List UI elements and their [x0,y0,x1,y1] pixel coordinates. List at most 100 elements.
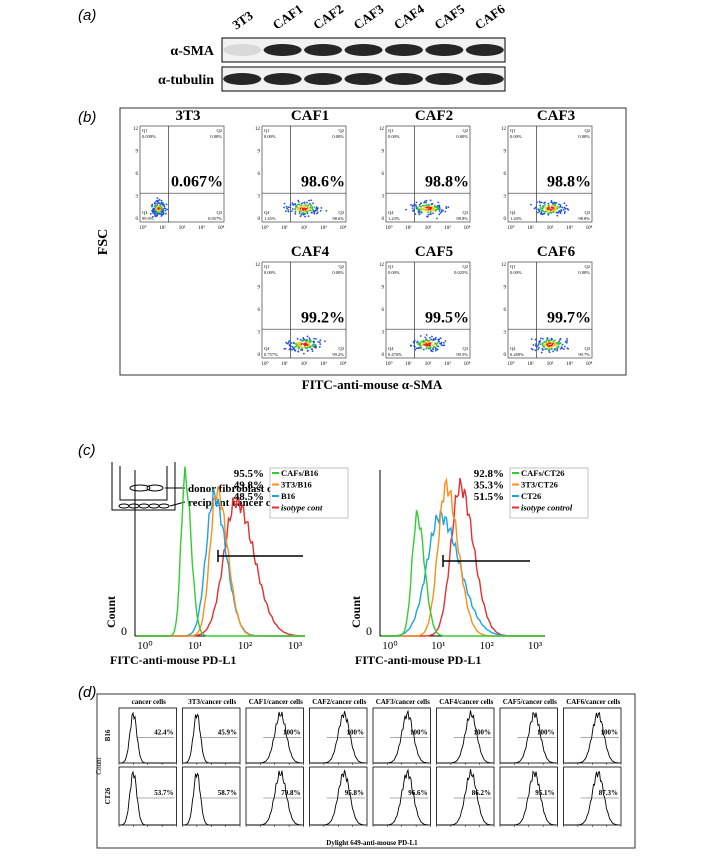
event-dot [547,206,550,209]
event-dot [159,209,161,211]
event-dot [566,347,569,350]
plot-title: CAF2 [415,108,453,124]
x-tick-label: 10¹ [527,225,534,231]
x-tick-label: 10² [480,640,495,652]
event-dot [533,207,536,210]
y-tick-label: 6 [504,172,507,177]
event-dot [556,346,559,349]
event-dot [296,203,299,206]
x-tick-label: 10² [547,361,554,367]
event-dot [305,342,307,345]
event-dot [540,209,543,211]
event-dot [550,344,553,347]
event-dot [432,212,434,215]
event-dot [311,211,313,214]
band [384,73,423,85]
event-dot [542,205,545,207]
event-dot [299,210,302,213]
event-dot [429,210,432,213]
y-tick-label: 0 [366,624,372,638]
y-tick-label: 0 [382,353,385,358]
event-dot [294,202,296,205]
percent-label: 35.3% [474,480,504,492]
event-dot [418,208,421,211]
event-dot [313,343,316,346]
event-dot [303,202,306,205]
quadrant-name: Q4 [510,346,516,351]
event-dot [530,338,533,340]
event-dot [317,340,320,343]
event-dot [540,337,542,340]
percent-label: 100% [347,729,365,737]
event-dot [422,348,425,351]
event-dot [287,342,290,344]
event-dot [440,344,443,346]
event-dot [287,206,290,209]
event-dot [551,342,554,345]
x-tick-label: 10⁴ [586,225,593,231]
event-dot [552,350,555,353]
event-dot [429,213,431,215]
event-dot [154,215,157,218]
histogram-curve [564,712,620,764]
plot-title: CAF3 [537,108,575,124]
event-dot [537,344,539,347]
event-dot [540,351,543,354]
y-tick-label: 3 [504,331,507,336]
event-dot [563,212,566,215]
percent-label: 99.2% [301,309,345,326]
event-dot [559,347,562,350]
event-dot [421,211,423,214]
event-dot [427,204,430,207]
event-dot [306,212,309,215]
quadrant-value: 0.470% [388,352,402,357]
event-dot [163,207,166,210]
event-dot [304,343,306,346]
event-dot [535,343,537,345]
histogram-curve [137,466,305,637]
percent-label: 51.5% [474,491,504,503]
event-dot [544,210,547,213]
plot-frame [182,766,241,826]
event-dot [538,210,541,213]
event-dot [303,338,306,341]
event-dot [405,208,407,211]
event-dot [156,202,159,205]
x-tick-label: 10¹ [527,361,534,367]
event-dot [424,339,427,342]
event-dot [435,209,438,211]
event-dot [547,204,550,207]
band [263,73,302,85]
y-tick-label: 6 [258,172,261,177]
quadrant-value: 0.757% [264,352,278,357]
x-tick-label: 10⁰ [137,640,153,652]
event-dot [311,207,314,210]
quadrant-name: Q4 [388,210,394,215]
event-dot [309,206,312,209]
event-dot [300,204,302,207]
event-dot [301,339,304,342]
event-dot [544,203,546,206]
quadrant-name: Q2 [585,264,591,269]
transwell-diagram [111,462,186,511]
panel-label: (b) [78,109,96,126]
band [223,73,262,85]
quadrant-name: Q1 [510,128,516,133]
quadrant-name: Q3 [585,346,591,351]
event-dot [541,207,544,210]
y-tick-label: 12 [255,263,261,268]
event-dot [294,207,297,210]
event-dot [298,343,300,345]
percent-label: 49.8% [234,480,264,492]
column-header: CAF4/cancer cells [439,698,493,706]
event-dot [543,212,546,215]
y-tick-label: 3 [136,195,139,200]
event-dot [538,200,541,203]
event-dot [299,215,302,218]
event-dot [549,346,551,349]
event-dot [544,348,547,351]
histogram-curve [374,768,429,826]
event-dot [428,206,430,209]
x-tick-label: 10² [547,225,554,231]
event-dot [558,342,560,345]
